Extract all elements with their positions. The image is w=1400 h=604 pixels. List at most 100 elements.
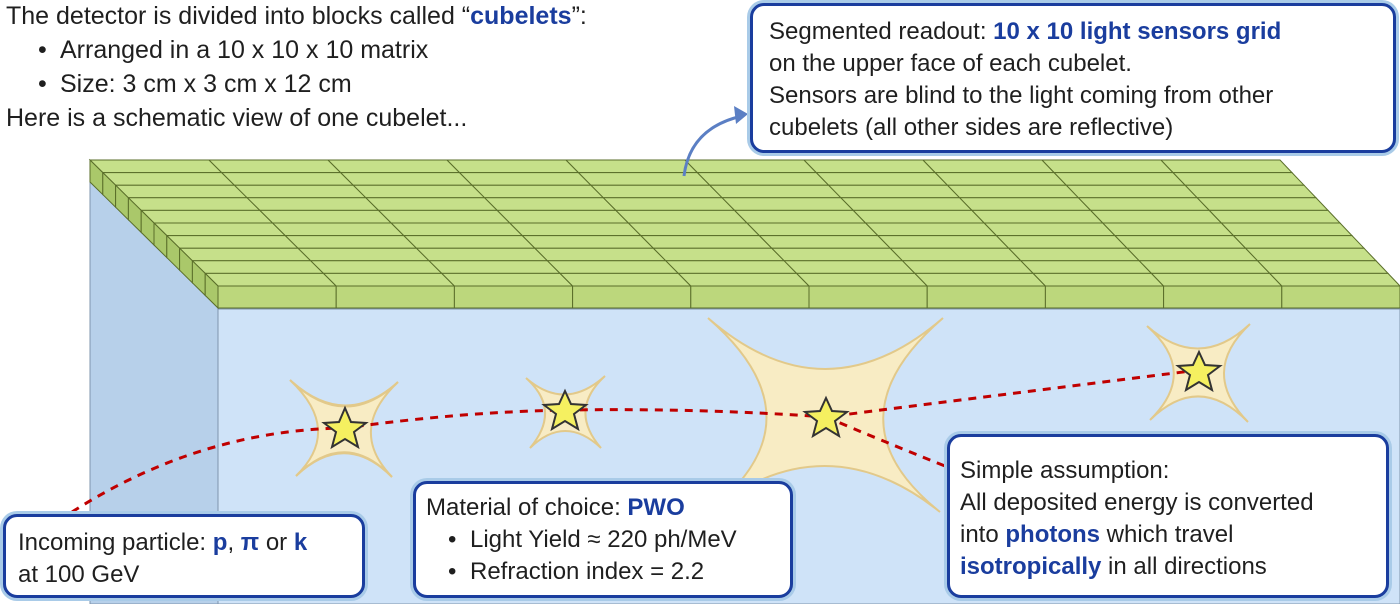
light-sensor [326,159,461,174]
particle-line-2: at 100 GeV [18,561,140,588]
light-sensor [627,222,761,237]
light-sensor [683,159,818,174]
light-sensor [783,260,917,274]
intro-line-1: The detector is divided into blocks call… [6,2,587,30]
light-sensor [339,172,474,186]
light-sensor [1256,260,1390,274]
assumption-line-2: All deposited energy is converted [960,489,1314,516]
star-icon [541,388,589,432]
light-sensor [309,260,443,274]
light-sensor [445,159,580,174]
light-sensor [946,184,1080,199]
light-sensor [795,272,929,287]
sensor-front-edge [1281,285,1400,309]
light-sensor [1077,197,1211,211]
light-sensor [496,209,630,224]
light-sensor [533,247,668,262]
light-sensor [152,222,287,237]
light-sensor [271,222,406,237]
light-sensor [178,247,312,262]
light-sensor [770,247,904,262]
readout-callout: Segmented readout: 10 x 10 light sensors… [750,3,1396,153]
light-sensor [1101,222,1235,237]
light-sensor [839,197,974,211]
light-sensor [852,209,986,224]
intro-bullet-2: • Size: 3 cm x 3 cm x 12 cm [38,70,352,98]
light-sensor [220,172,355,186]
light-sensor [470,184,605,199]
light-sensor [322,272,456,287]
secondary-track [825,415,946,468]
light-sensor [1040,159,1175,174]
light-sensor [802,159,937,174]
star-icon [321,405,369,450]
light-sensor [1007,247,1141,262]
light-sensor [521,235,655,249]
light-sensor [203,272,338,287]
particle-line-1: Incoming particle: p, π or k [18,529,308,556]
light-sensor [758,235,892,249]
light-sensor [127,197,262,211]
light-sensor [1183,184,1318,199]
light-sensor [639,235,773,249]
light-sensor [233,184,368,199]
assumption-line-4: isotropically in all directions [960,553,1267,580]
light-sensor [88,159,223,174]
light-sensor [577,172,711,186]
sensor-front-edge [335,285,455,309]
light-sensor [913,272,1047,287]
light-sensor [677,272,811,287]
material-line-1: Material of choice: PWO [426,494,685,521]
light-sensor [139,209,274,224]
light-sensor [1125,247,1259,262]
light-sensor [614,209,749,224]
light-sensor [958,197,1092,211]
light-sensor [1019,260,1153,274]
readout-line-2: on the upper face of each cubelet. [769,50,1132,77]
assumption-line-1: Simple assumption: [960,457,1170,484]
cubelets-keyword: cubelets [470,2,572,30]
sensor-front-edge [808,285,928,309]
intro-line-last: Here is a schematic view of one cubelet.… [6,104,468,132]
light-sensor [708,184,843,199]
light-sensor [508,222,643,237]
light-sensor [827,184,961,199]
light-sensor [901,260,1035,274]
readout-line-4: cubelets (all other sides are reflective… [769,114,1174,141]
light-sensor [889,247,1023,262]
sensor-side-edge [204,272,219,310]
light-sensor [1196,197,1330,211]
readout-line-1: Segmented readout: 10 x 10 light sensors… [769,18,1282,45]
light-sensor [1171,172,1306,186]
light-sensor [815,172,949,186]
light-sensor [389,222,524,237]
light-sensor [440,272,574,287]
light-sensor [458,172,593,186]
light-sensor [970,209,1104,224]
intro-bullet-1: • Arranged in a 10 x 10 x 10 matrix [38,36,429,64]
sensor-front-edge [1163,285,1283,309]
sensor-front-edge [690,285,810,309]
light-sensor [733,209,867,224]
light-sensor [352,184,486,199]
assumption-line-3: into photons which travel [960,521,1234,548]
light-sensor [415,247,549,262]
light-sensor [1208,209,1342,224]
light-sensor [1232,235,1366,249]
light-sensor [864,222,998,237]
light-sensor [876,235,1010,249]
light-sensor [696,172,830,186]
light-sensor [721,197,855,211]
light-sensor [564,159,699,174]
readout-line-3: Sensors are blind to the light coming fr… [769,82,1274,109]
light-sensor [427,260,562,274]
light-sensor [1065,184,1199,199]
material-bullet-2: • Refraction index = 2.2 [448,558,705,585]
sensor-grid [88,158,1400,310]
material-callout: Material of choice: PWO • Light Yield ≈ 2… [413,481,793,598]
light-sensor [558,272,692,287]
light-sensor [546,260,680,274]
material-bullet-1: • Light Yield ≈ 220 ph/MeV [448,526,737,553]
light-sensor [1089,209,1223,224]
light-sensor [745,222,880,237]
